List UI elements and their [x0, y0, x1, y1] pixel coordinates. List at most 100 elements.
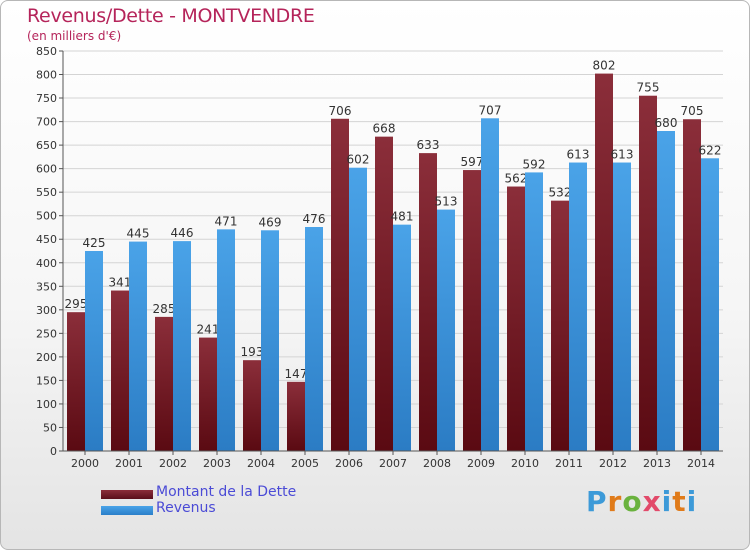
bar-dette [639, 95, 657, 452]
bar-revenus [173, 241, 191, 451]
chart-title: Revenus/Dette - MONTVENDRE [27, 5, 315, 27]
y-tick-label: 750 [36, 92, 57, 105]
legend-swatch-dette [101, 490, 153, 499]
data-label-revenus: 481 [391, 210, 414, 224]
y-tick-label: 650 [36, 139, 57, 152]
x-tick-label: 2001 [115, 457, 143, 470]
data-label-revenus: 613 [611, 148, 634, 162]
data-label-dette: 562 [505, 172, 528, 186]
data-label-dette: 193 [241, 345, 264, 359]
bar-dette [155, 316, 173, 451]
bar-dette [463, 170, 481, 451]
x-tick-label: 2012 [599, 457, 627, 470]
y-tick-label: 250 [36, 327, 57, 340]
x-tick-label: 2004 [247, 457, 275, 470]
data-label-dette: 802 [593, 59, 616, 73]
bar-revenus [393, 224, 411, 451]
x-tick-label: 2014 [687, 457, 715, 470]
bar-dette [683, 119, 701, 451]
y-tick-label: 850 [36, 45, 57, 58]
bar-revenus [217, 229, 235, 451]
bar-dette [67, 312, 85, 451]
data-label-revenus: 469 [259, 215, 282, 229]
x-tick-label: 2007 [379, 457, 407, 470]
data-label-dette: 668 [373, 122, 396, 136]
y-tick-label: 800 [36, 69, 57, 82]
data-label-dette: 341 [109, 276, 132, 290]
x-tick-label: 2011 [555, 457, 583, 470]
x-tick-label: 2009 [467, 457, 495, 470]
data-label-revenus: 513 [435, 195, 458, 209]
bar-revenus [481, 118, 499, 451]
legend-label-dette: Montant de la Dette [156, 484, 297, 500]
bar-dette [595, 73, 613, 452]
y-tick-label: 600 [36, 163, 57, 176]
y-tick-label: 50 [43, 421, 57, 434]
bar-dette [419, 153, 437, 451]
x-tick-label: 2002 [159, 457, 187, 470]
bar-revenus [701, 158, 719, 451]
bar-revenus [657, 131, 675, 451]
bar-dette [375, 136, 393, 451]
x-tick-label: 2006 [335, 457, 363, 470]
y-tick-label: 350 [36, 280, 57, 293]
bar-revenus [349, 167, 367, 452]
bar-dette [507, 186, 525, 451]
bar-dette [551, 200, 569, 451]
y-tick-label: 500 [36, 210, 57, 223]
y-tick-label: 100 [36, 398, 57, 411]
data-label-dette: 755 [637, 81, 660, 95]
data-label-dette: 597 [461, 155, 484, 169]
data-label-dette: 147 [285, 367, 308, 381]
data-label-revenus: 680 [655, 116, 678, 130]
data-label-revenus: 445 [127, 227, 150, 241]
data-label-revenus: 592 [523, 157, 546, 171]
bar-dette [243, 360, 261, 451]
bar-dette [331, 118, 349, 451]
y-tick-label: 550 [36, 186, 57, 199]
data-label-revenus: 446 [171, 226, 194, 240]
data-label-dette: 706 [329, 104, 352, 118]
x-tick-label: 2000 [71, 457, 99, 470]
data-label-revenus: 425 [83, 236, 106, 250]
bar-revenus [569, 162, 587, 451]
data-label-dette: 295 [65, 297, 88, 311]
y-tick-label: 300 [36, 304, 57, 317]
data-label-revenus: 622 [699, 143, 722, 157]
legend-swatch-revenus [101, 506, 153, 515]
data-label-dette: 532 [549, 186, 572, 200]
bar-dette [111, 290, 129, 451]
bar-revenus [261, 230, 279, 451]
bar-dette [199, 337, 217, 451]
y-tick-label: 400 [36, 257, 57, 270]
y-tick-label: 0 [50, 445, 57, 458]
x-tick-label: 2008 [423, 457, 451, 470]
data-label-revenus: 707 [479, 103, 502, 117]
bar-revenus [613, 162, 631, 451]
bar-revenus [437, 209, 455, 451]
proxiti-logo: Proxiti [586, 485, 698, 518]
data-label-dette: 633 [417, 138, 440, 152]
bar-revenus [129, 241, 147, 451]
y-tick-label: 150 [36, 374, 57, 387]
data-label-dette: 285 [153, 302, 176, 316]
data-label-revenus: 476 [303, 212, 326, 226]
x-tick-label: 2010 [511, 457, 539, 470]
y-tick-label: 700 [36, 116, 57, 129]
chart-subtitle: (en milliers d'€) [27, 29, 122, 43]
bar-revenus [525, 172, 543, 452]
bar-revenus [85, 251, 103, 451]
x-tick-label: 2005 [291, 457, 319, 470]
data-label-dette: 241 [197, 323, 220, 337]
data-label-revenus: 613 [567, 148, 590, 162]
data-label-revenus: 602 [347, 153, 370, 167]
y-tick-label: 450 [36, 233, 57, 246]
x-tick-label: 2013 [643, 457, 671, 470]
data-label-dette: 705 [681, 104, 704, 118]
bar-revenus [305, 227, 323, 451]
x-tick-label: 2003 [203, 457, 231, 470]
data-label-revenus: 471 [215, 214, 238, 228]
bar-dette [287, 381, 305, 451]
